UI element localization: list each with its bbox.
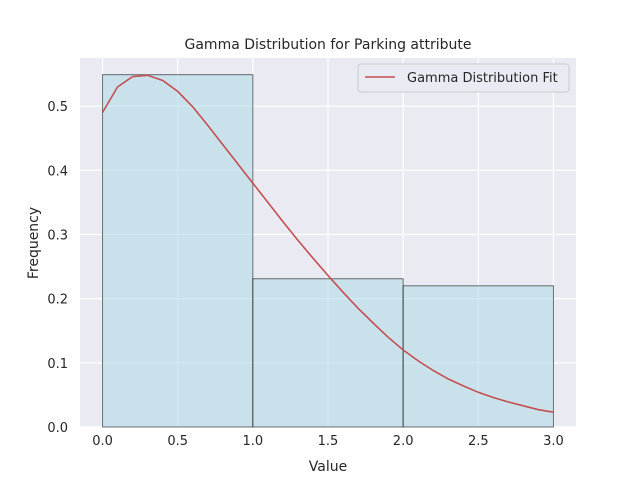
histogram-bar [102,74,254,428]
x-axis-label: Value [309,459,347,475]
x-tick-label: 3.0 [543,434,564,449]
x-tick-label: 2.0 [393,434,414,449]
x-tick-label: 1.5 [318,434,339,449]
histogram-bar [402,285,554,428]
legend-box [357,63,570,93]
y-axis-label: Frequency [26,207,42,279]
x-tick-label: 2.5 [468,434,489,449]
gamma-fit-line [101,74,554,413]
y-tick-label: 0.4 [47,164,68,179]
chart-title: Gamma Distribution for Parking attribute [185,37,472,53]
y-tick-label: 0.5 [47,100,68,115]
y-tick-label: 0.3 [47,228,68,243]
y-tick-label: 0.1 [47,357,68,372]
x-tick-label: 0.5 [167,434,188,449]
legend: Gamma Distribution Fit [357,63,570,93]
y-tick-label: 0.2 [47,293,68,308]
y-tick-label: 0.0 [47,421,68,436]
x-tick-label: 0.0 [92,434,113,449]
tick-labels: 0.0 0.5 1.0 1.5 2.0 2.5 3.0 0.0 0.1 0.2 0.3 0.4 0.5 [47,100,563,449]
legend-label-gamma-fit: Gamma Distribution Fit [407,71,558,86]
histogram-bars [102,74,554,428]
histogram-bar [252,278,404,428]
x-tick-label: 1.0 [243,434,264,449]
